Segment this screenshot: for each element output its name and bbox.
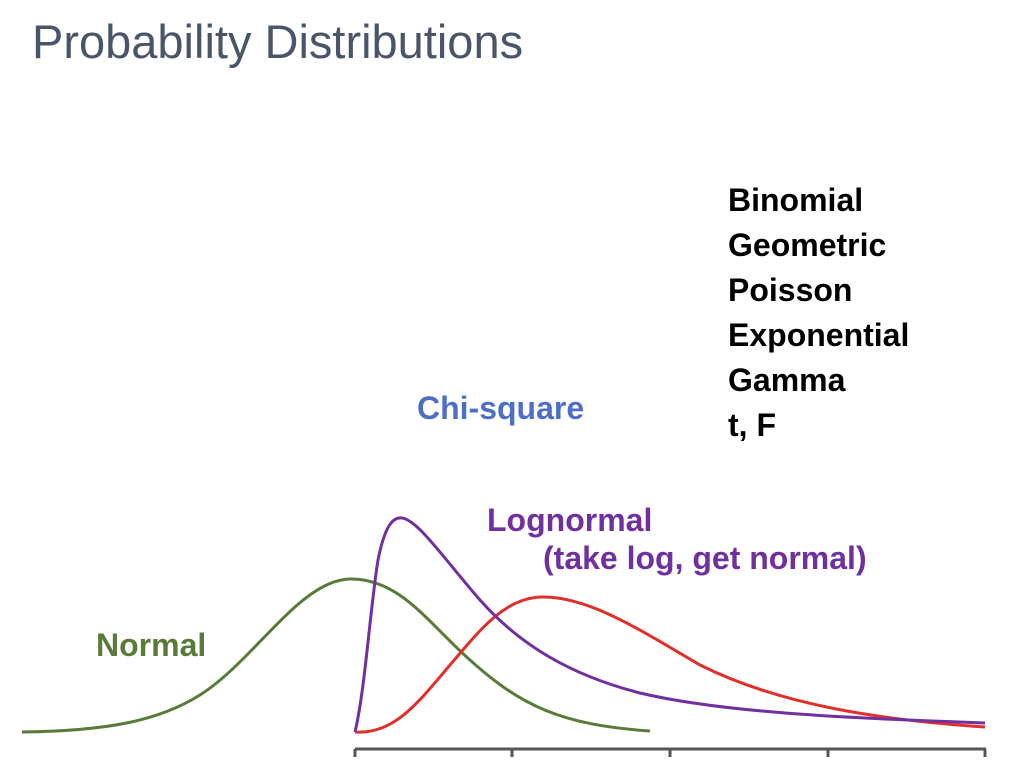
normal-label: Normal <box>96 627 207 663</box>
normal-curve <box>21 577 651 734</box>
lognormal-curve <box>353 516 986 733</box>
list-item: Exponential <box>728 317 910 353</box>
chi-square-label: Chi-square <box>417 390 585 426</box>
list-item: Geometric <box>728 227 887 263</box>
slide-title: Probability Distributions <box>32 15 524 68</box>
list-item: t, F <box>728 407 776 443</box>
x-axis <box>353 747 987 757</box>
distribution-list: Binomial Geometric Poisson Exponential G… <box>728 178 909 448</box>
list-item: Gamma <box>728 362 846 398</box>
lognormal-label: Lognormal <box>487 502 653 538</box>
lognormal-note: (take log, get normal) <box>543 540 867 576</box>
list-item: Poisson <box>728 272 853 308</box>
list-item: Binomial <box>728 182 864 218</box>
right-skewed-curve <box>354 595 986 734</box>
